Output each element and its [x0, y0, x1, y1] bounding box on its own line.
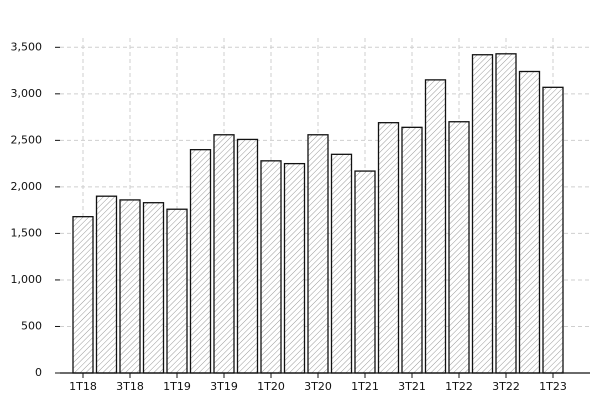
- bar: [401, 126, 423, 374]
- x-tick-label: 3T18: [116, 380, 144, 393]
- bar: [542, 86, 564, 374]
- bar: [72, 216, 94, 374]
- y-tick-label: 3,000: [11, 87, 43, 100]
- bar: [213, 134, 235, 374]
- x-tick-label: 1T23: [539, 380, 567, 393]
- bar: [236, 138, 259, 374]
- bar: [283, 162, 306, 374]
- bar: [166, 208, 188, 374]
- bar: [260, 160, 282, 374]
- bar: [377, 122, 400, 374]
- y-tick-label: 0: [35, 366, 42, 379]
- bar: [330, 153, 353, 374]
- x-tick-label: 3T20: [304, 380, 332, 393]
- x-tick-label: 1T19: [163, 380, 191, 393]
- x-tick-label: 1T20: [257, 380, 285, 393]
- y-tick-label: 1,000: [11, 273, 43, 286]
- bar: [424, 79, 447, 374]
- x-tick-label: 3T19: [210, 380, 238, 393]
- bar: [189, 149, 212, 374]
- x-tick-label: 1T21: [351, 380, 379, 393]
- y-tick-label: 2,500: [11, 133, 43, 146]
- bar: [307, 134, 329, 374]
- bar: [448, 121, 470, 374]
- y-tick-label: 500: [21, 319, 42, 332]
- bar: [95, 195, 118, 374]
- bar: [518, 70, 541, 374]
- bar: [119, 199, 141, 374]
- bar: [495, 53, 517, 374]
- x-tick-label: 3T22: [492, 380, 520, 393]
- y-tick-label: 1,500: [11, 226, 43, 239]
- bar: [354, 170, 376, 374]
- x-tick-label: 3T21: [398, 380, 426, 393]
- bar: [471, 54, 494, 374]
- y-tick-label: 3,500: [11, 40, 43, 53]
- x-tick-label: 1T18: [69, 380, 97, 393]
- bar: [142, 202, 165, 374]
- x-tick-label: 1T22: [445, 380, 473, 393]
- y-tick-label: 2,000: [11, 180, 43, 193]
